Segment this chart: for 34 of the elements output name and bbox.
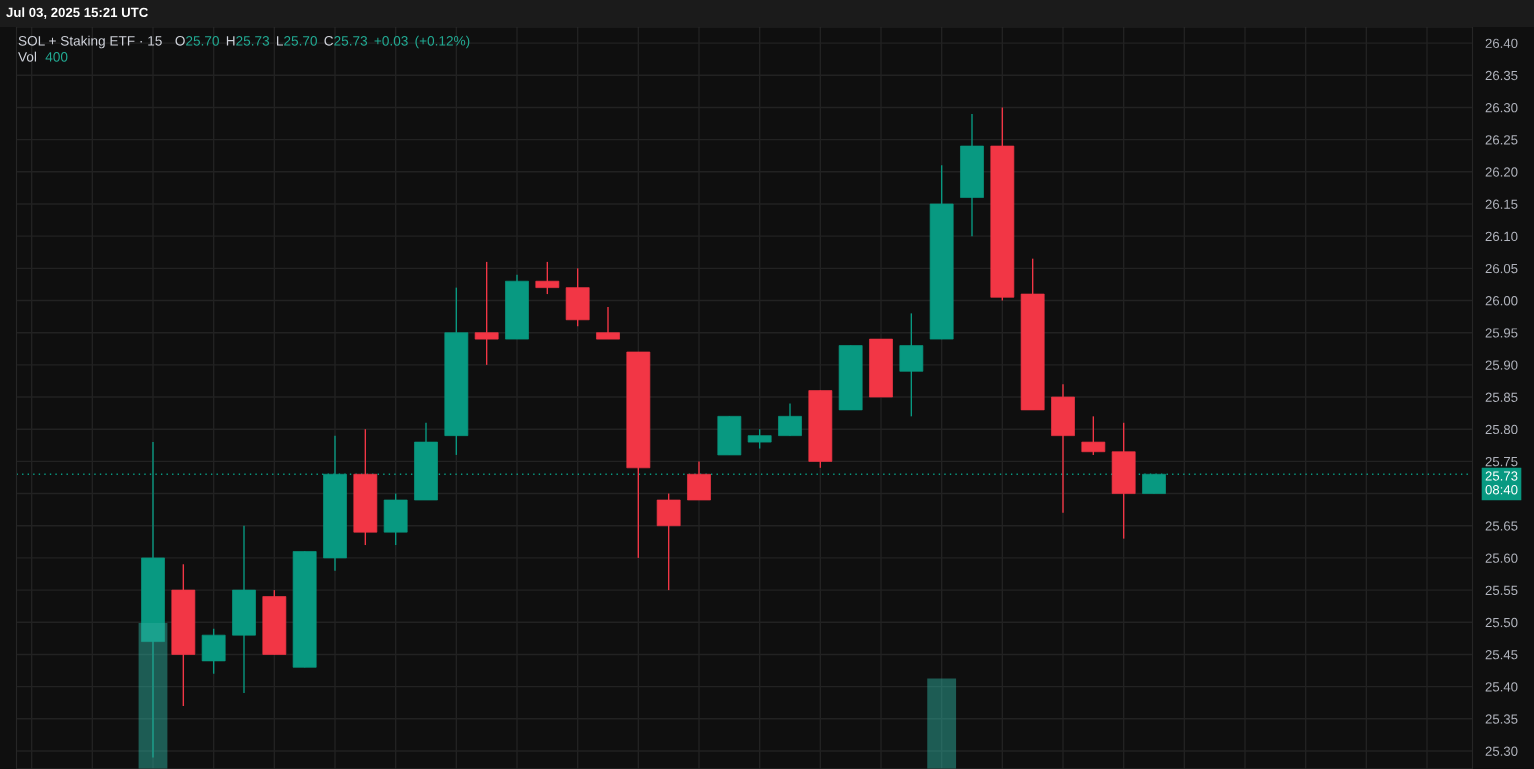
candlestick <box>474 261 499 366</box>
candlestick <box>1081 415 1106 456</box>
y-tick-label: 25.95 <box>1485 328 1518 338</box>
y-tick-label: 25.60 <box>1485 553 1518 563</box>
text: Jul 03, 2025 15:21 UTC <box>6 7 148 19</box>
ref-line-label: 25.73 08:40 <box>1485 471 1518 495</box>
y-tick-label: 26.40 <box>1485 38 1518 48</box>
y-tick-label: 25.30 <box>1485 746 1518 756</box>
y-tick-label: 25.90 <box>1485 360 1518 370</box>
y-tick-label: 25.55 <box>1485 585 1518 596</box>
y-tick-label: 26.10 <box>1485 231 1518 242</box>
y-tick-label: 25.35 <box>1485 714 1518 724</box>
y-tick-label: 26.05 <box>1485 263 1518 274</box>
y-tick-label: 26.25 <box>1485 135 1518 145</box>
y-tick-label: 25.80 <box>1485 424 1518 435</box>
candlestick <box>596 306 620 340</box>
candlestick <box>535 261 560 295</box>
y-tick-label: 25.40 <box>1485 682 1518 692</box>
y-tick-label: 26.30 <box>1485 103 1518 113</box>
chart-subtitle: 400 <box>45 52 68 62</box>
y-tick-label: 25.75 <box>1485 456 1518 467</box>
y-tick-label: 25.45 <box>1485 650 1518 660</box>
y-tick-label: 25.65 <box>1485 521 1518 531</box>
y-tick-label: 26.20 <box>1485 167 1518 177</box>
y-tick-label: 25.50 <box>1485 617 1518 628</box>
y-tick-label: 26.00 <box>1485 296 1518 306</box>
chart-title: Vol <box>18 51 37 62</box>
text: SOL + Staking ETF · 15 <box>18 35 162 49</box>
candlestick <box>778 402 802 437</box>
y-tick-label: 26.15 <box>1485 199 1518 209</box>
text: O25.70 H25.73 L25.70 C25.73 +0.03 (+0.12%) <box>175 35 470 49</box>
y-tick-label: 25.85 <box>1485 392 1518 402</box>
candlestick <box>747 428 772 450</box>
y-tick-label: 26.35 <box>1485 70 1518 81</box>
